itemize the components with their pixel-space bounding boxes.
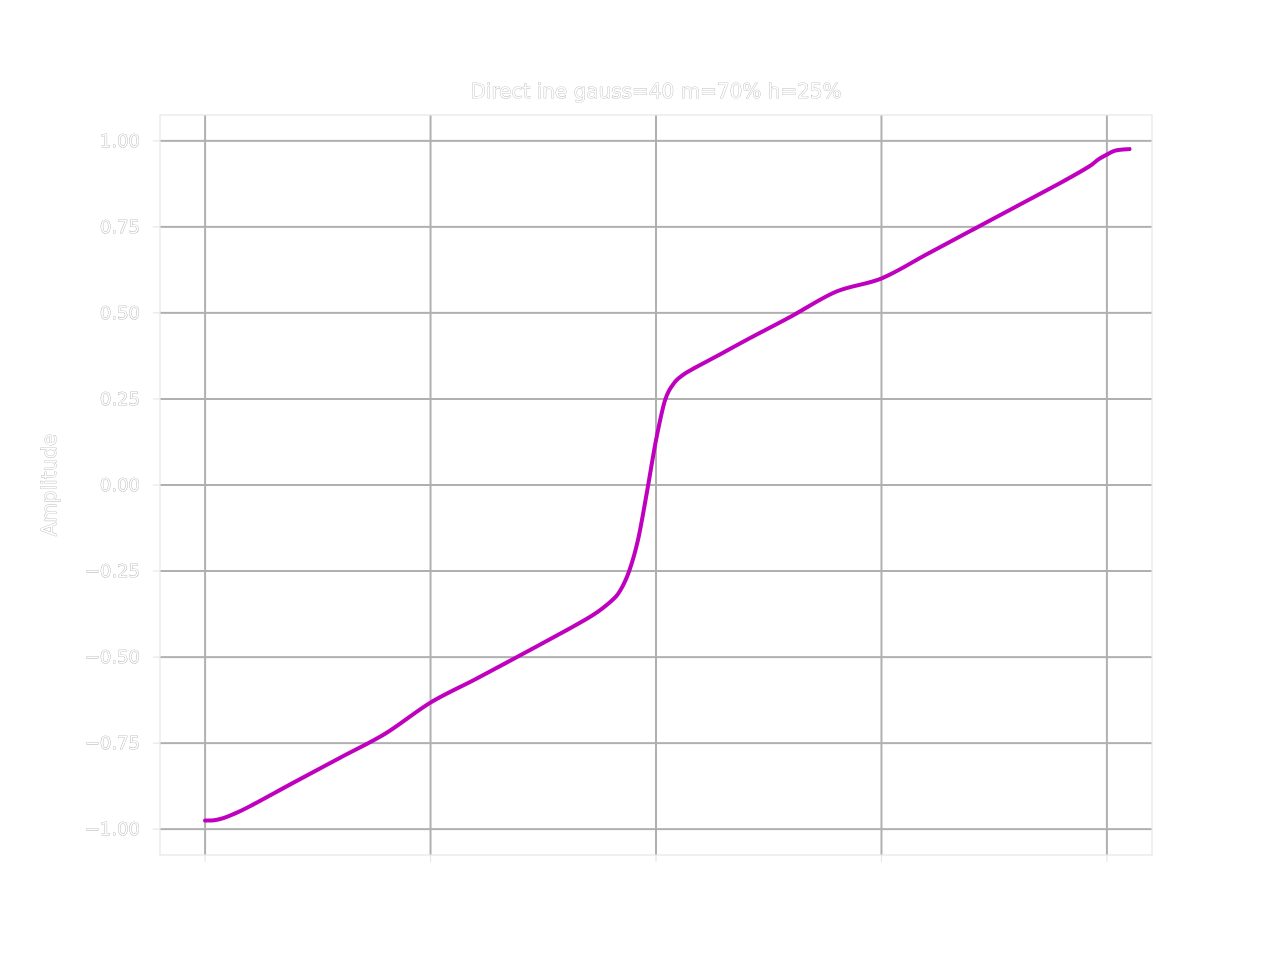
y-ticks: −1.00 −0.75 −0.50 −0.25 0.00 0.25 0.50 0.75 1.00 [85, 131, 160, 840]
y-tick-label-3: −0.25 [85, 561, 140, 582]
y-tick-label-4: 0.00 [100, 475, 140, 496]
chart-title: Direct ine gauss=40 m=70% h=25% [470, 79, 841, 103]
y-tick-label-5: 0.25 [100, 389, 140, 410]
series-line-0 [203, 147, 1132, 823]
y-tick-label-0: −1.00 [85, 819, 140, 840]
y-axis-label: Amplitude [37, 434, 61, 537]
y-tick-label-1: −0.75 [85, 733, 140, 754]
y-tick-label-6: 0.50 [100, 303, 140, 324]
y-tick-label-7: 0.75 [100, 217, 140, 238]
plot-frame [159, 114, 1153, 856]
y-tick-label-8: 1.00 [100, 131, 140, 152]
y-gridlines [160, 139, 1152, 831]
x-tick-marks [204, 855, 1108, 862]
y-tick-label-2: −0.50 [85, 647, 140, 668]
series-group [203, 147, 1132, 823]
